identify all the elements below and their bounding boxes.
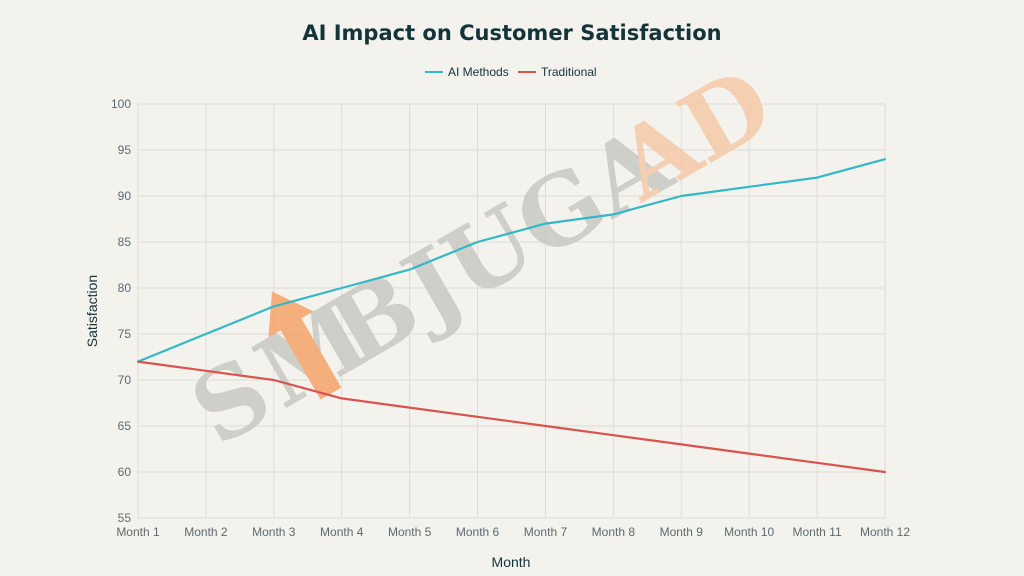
series-layer [136, 158, 887, 474]
y-tick-label-95: 95 [118, 143, 132, 157]
y-tick-label-70: 70 [118, 373, 132, 387]
x-tick-label-month-3: Month 3 [252, 525, 296, 539]
watermark: S M B JUGA AD [173, 46, 790, 468]
y-tick-label-55: 55 [118, 511, 132, 525]
x-tick-label-month-11: Month 11 [793, 525, 842, 539]
watermark-arrow-icon [268, 291, 342, 400]
x-tick-label-month-12: Month 12 [860, 525, 910, 539]
series-line-ai-methods [136, 158, 887, 363]
x-axis-label: Month [492, 554, 531, 570]
x-tick-label-month-1: Month 1 [116, 525, 160, 539]
y-tick-label-90: 90 [118, 189, 132, 203]
y-axis-ticks: 55 60 65 70 75 80 85 90 95 100 [111, 97, 131, 525]
x-tick-label-month-4: Month 4 [320, 525, 364, 539]
legend: AI Methods Traditional [425, 65, 597, 79]
y-tick-label-85: 85 [118, 235, 132, 249]
y-tick-label-60: 60 [118, 465, 132, 479]
y-axis-label: Satisfaction [84, 275, 100, 347]
y-tick-label-75: 75 [118, 327, 132, 341]
x-axis-ticks: Month 1 Month 2 Month 3 Month 4 Month 5 Month… [116, 525, 910, 539]
x-tick-label-month-2: Month 2 [184, 525, 228, 539]
y-tick-label-80: 80 [118, 281, 132, 295]
x-tick-label-month-10: Month 10 [724, 525, 774, 539]
series-line-traditional [136, 360, 887, 474]
y-tick-label-100: 100 [111, 97, 131, 111]
legend-label-ai-methods: AI Methods [448, 65, 509, 79]
x-tick-label-month-7: Month 7 [524, 525, 568, 539]
x-tick-label-month-6: Month 6 [456, 525, 500, 539]
x-tick-label-month-9: Month 9 [660, 525, 704, 539]
x-tick-label-month-5: Month 5 [388, 525, 432, 539]
legend-label-traditional: Traditional [541, 65, 597, 79]
x-tick-label-month-8: Month 8 [592, 525, 636, 539]
y-gridlines [138, 103, 885, 519]
chart-title: AI Impact on Customer Satisfaction [302, 21, 721, 45]
y-tick-label-65: 65 [118, 419, 132, 433]
